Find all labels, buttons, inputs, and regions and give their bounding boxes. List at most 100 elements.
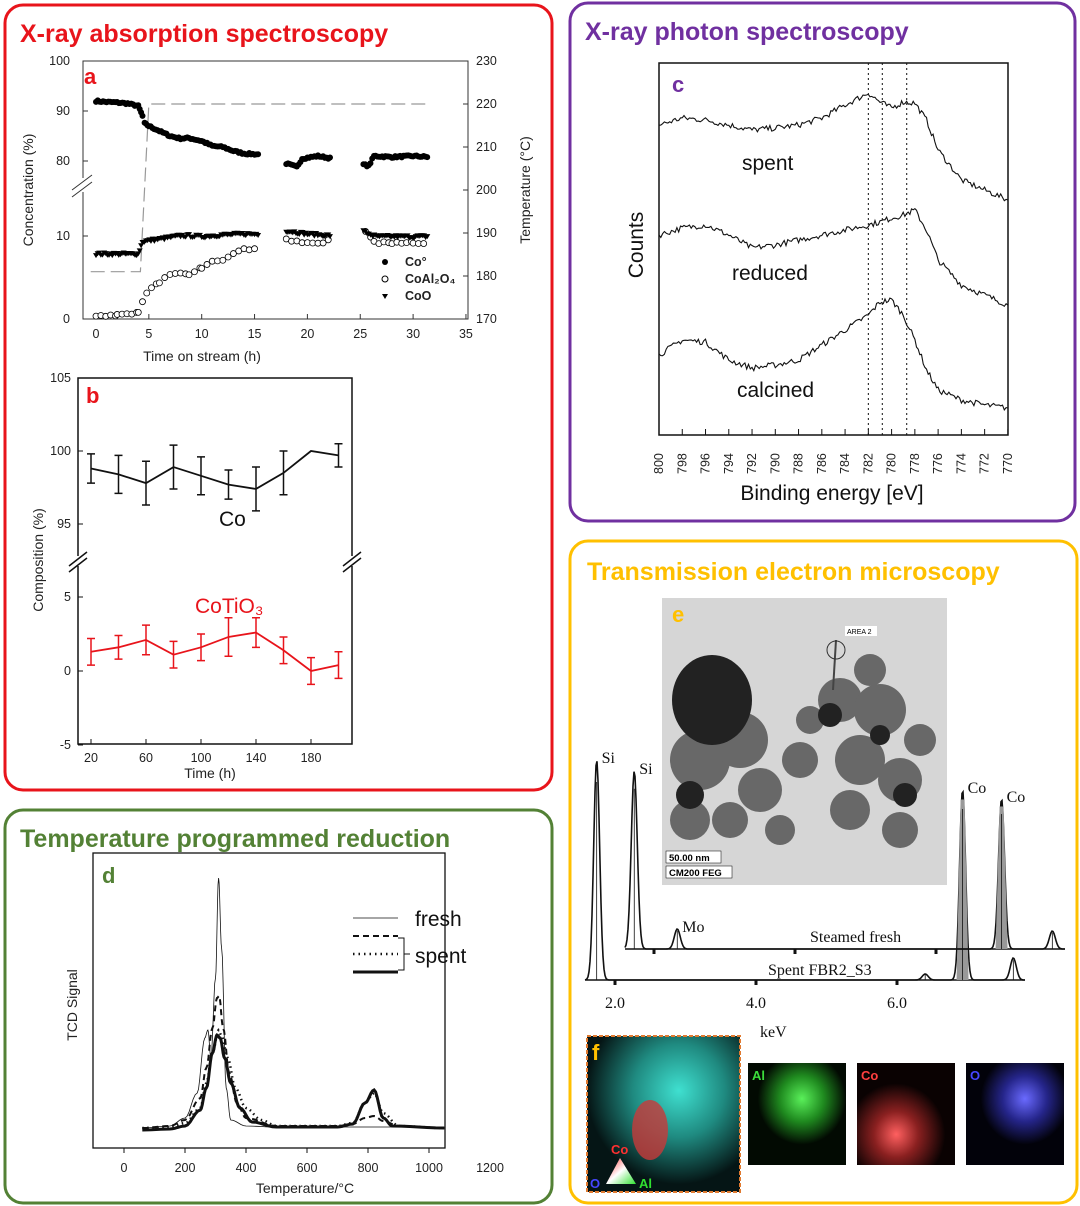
point-coal2o4 bbox=[251, 245, 258, 253]
error-bar bbox=[169, 444, 178, 490]
y-tick-label: -5 bbox=[60, 738, 71, 752]
chart-b-ylabel: Composition (%) bbox=[30, 508, 46, 611]
triangle-co: Co bbox=[611, 1142, 628, 1157]
legend-marker-co-metal bbox=[382, 259, 388, 265]
eds-spectrum bbox=[584, 761, 1025, 981]
series-label-cotio3: CoTiO₃ bbox=[195, 595, 263, 618]
x-tick-label: 800 bbox=[652, 453, 666, 474]
point-co-metal bbox=[367, 160, 374, 167]
error-bar bbox=[224, 469, 233, 500]
point-coal2o4 bbox=[185, 271, 193, 279]
y2-tick-label: 170 bbox=[476, 312, 497, 326]
xas-panel-frame bbox=[3, 3, 554, 792]
panel-label-f: f bbox=[592, 1040, 600, 1065]
x-tick-label: 774 bbox=[954, 453, 968, 474]
map-label-al: Al bbox=[752, 1068, 765, 1083]
point-coal2o4 bbox=[203, 261, 211, 268]
legend-fresh: fresh bbox=[415, 908, 462, 931]
point-coo bbox=[326, 234, 333, 240]
spectrum-reduced bbox=[658, 208, 1009, 308]
error-bar bbox=[114, 454, 123, 495]
y2-tick-label: 180 bbox=[476, 269, 497, 283]
tem-image: AREA 2 50.00 nm CM200 FEG e bbox=[662, 598, 947, 885]
axis-break-mark bbox=[342, 551, 362, 573]
x-tick-label: 798 bbox=[675, 453, 689, 474]
eds-map-o: O bbox=[966, 1063, 1064, 1165]
panel-label-b: b bbox=[86, 383, 99, 408]
error-bar bbox=[224, 616, 233, 657]
chart-a-y2label: Temperature (°C) bbox=[517, 136, 533, 244]
y-tick-label: 10 bbox=[56, 229, 70, 243]
point-coo bbox=[186, 232, 193, 238]
tem-area-label: AREA 2 bbox=[847, 629, 872, 636]
chart-b-xlabel: Time (h) bbox=[184, 765, 236, 781]
error-bar bbox=[334, 442, 343, 468]
error-bar bbox=[252, 616, 260, 649]
x-tick-label: 778 bbox=[908, 453, 922, 474]
chart-d: 0 200 400 600 800 1000 1200 bbox=[92, 852, 504, 1175]
error-bar bbox=[169, 640, 178, 669]
chart-e-xlabel: keV bbox=[760, 1024, 787, 1041]
point-co-metal bbox=[424, 154, 431, 161]
xps-title: X-ray photon spectroscopy bbox=[585, 18, 909, 46]
legend-coal2o4: CoAl₂O₄ bbox=[405, 272, 455, 286]
chart-a-xlabel: Time on stream (h) bbox=[143, 348, 261, 364]
point-coal2o4 bbox=[156, 279, 163, 287]
x-tick-label: 200 bbox=[175, 1161, 196, 1175]
x-tick-label: 140 bbox=[246, 751, 267, 765]
x-tick-label: 784 bbox=[838, 453, 852, 474]
error-bar bbox=[197, 633, 205, 662]
point-coal2o4 bbox=[139, 298, 146, 306]
eds-map-composite: f Co O Al bbox=[586, 1035, 741, 1193]
axis-break-gap bbox=[78, 178, 88, 192]
spectrum-label-calcined: calcined bbox=[737, 379, 814, 402]
x-tick-label: 796 bbox=[699, 453, 713, 474]
eds-peak-label: Si bbox=[602, 750, 616, 767]
spectrum-calcined bbox=[658, 297, 1009, 412]
x-tick-label: 10 bbox=[195, 327, 209, 341]
chart-c: 800 798 796 794 792 790 788 786 784 782 780 778 776 7… bbox=[652, 62, 1015, 474]
series-line bbox=[90, 450, 339, 490]
panel-label-a: a bbox=[84, 64, 97, 89]
x-tick-label: 6.0 bbox=[887, 995, 907, 1012]
chart-c-plot-frame bbox=[658, 62, 1009, 436]
x-tick-label: 20 bbox=[300, 327, 314, 341]
axis-break-gap bbox=[74, 556, 82, 566]
triangle-al: Al bbox=[639, 1176, 652, 1191]
point-coal2o4 bbox=[198, 264, 206, 272]
y2-tick-label: 210 bbox=[476, 140, 497, 154]
y2-tick-label: 220 bbox=[476, 97, 497, 111]
tem-title: Transmission electron microscopy bbox=[587, 558, 1000, 586]
x-tick-label: 0 bbox=[121, 1161, 128, 1175]
tpr-curve-dotted bbox=[142, 1028, 445, 1130]
tem-scale-bar: 50.00 nm bbox=[669, 853, 710, 864]
legend-lines bbox=[353, 917, 410, 974]
error-bar bbox=[197, 456, 205, 496]
x-tick-label: 2.0 bbox=[605, 995, 625, 1012]
xas-title: X-ray absorption spectroscopy bbox=[20, 20, 388, 48]
chart-c-ylabel: Counts bbox=[625, 212, 648, 279]
x-tick-label: 776 bbox=[931, 453, 945, 474]
eds-peak-label: Si bbox=[639, 761, 653, 778]
x-tick-label: 786 bbox=[815, 453, 829, 474]
y-tick-label: 80 bbox=[56, 154, 70, 168]
eds-peak-label: Co bbox=[1007, 789, 1026, 806]
y-tick-label: 95 bbox=[57, 517, 71, 531]
point-coal2o4 bbox=[143, 289, 151, 297]
spectrum-spent bbox=[658, 93, 1009, 202]
error-bar bbox=[334, 651, 343, 680]
point-coal2o4 bbox=[219, 256, 227, 264]
chart-d-xlabel: Temperature/°C bbox=[256, 1180, 354, 1196]
error-bar bbox=[307, 656, 315, 686]
chart-d-plot-frame bbox=[92, 852, 446, 1149]
point-coo bbox=[136, 248, 143, 254]
panel-label-d: d bbox=[102, 863, 115, 888]
point-co-metal bbox=[326, 154, 333, 161]
x-tick-label: 25 bbox=[353, 327, 367, 341]
eds-spectrum bbox=[624, 771, 1065, 950]
x-tick-label: 4.0 bbox=[746, 995, 766, 1012]
y-tick-label: 0 bbox=[64, 664, 71, 678]
tem-panel-frame bbox=[568, 539, 1079, 1205]
point-coal2o4 bbox=[134, 308, 142, 316]
y-tick-label: 100 bbox=[50, 444, 71, 458]
